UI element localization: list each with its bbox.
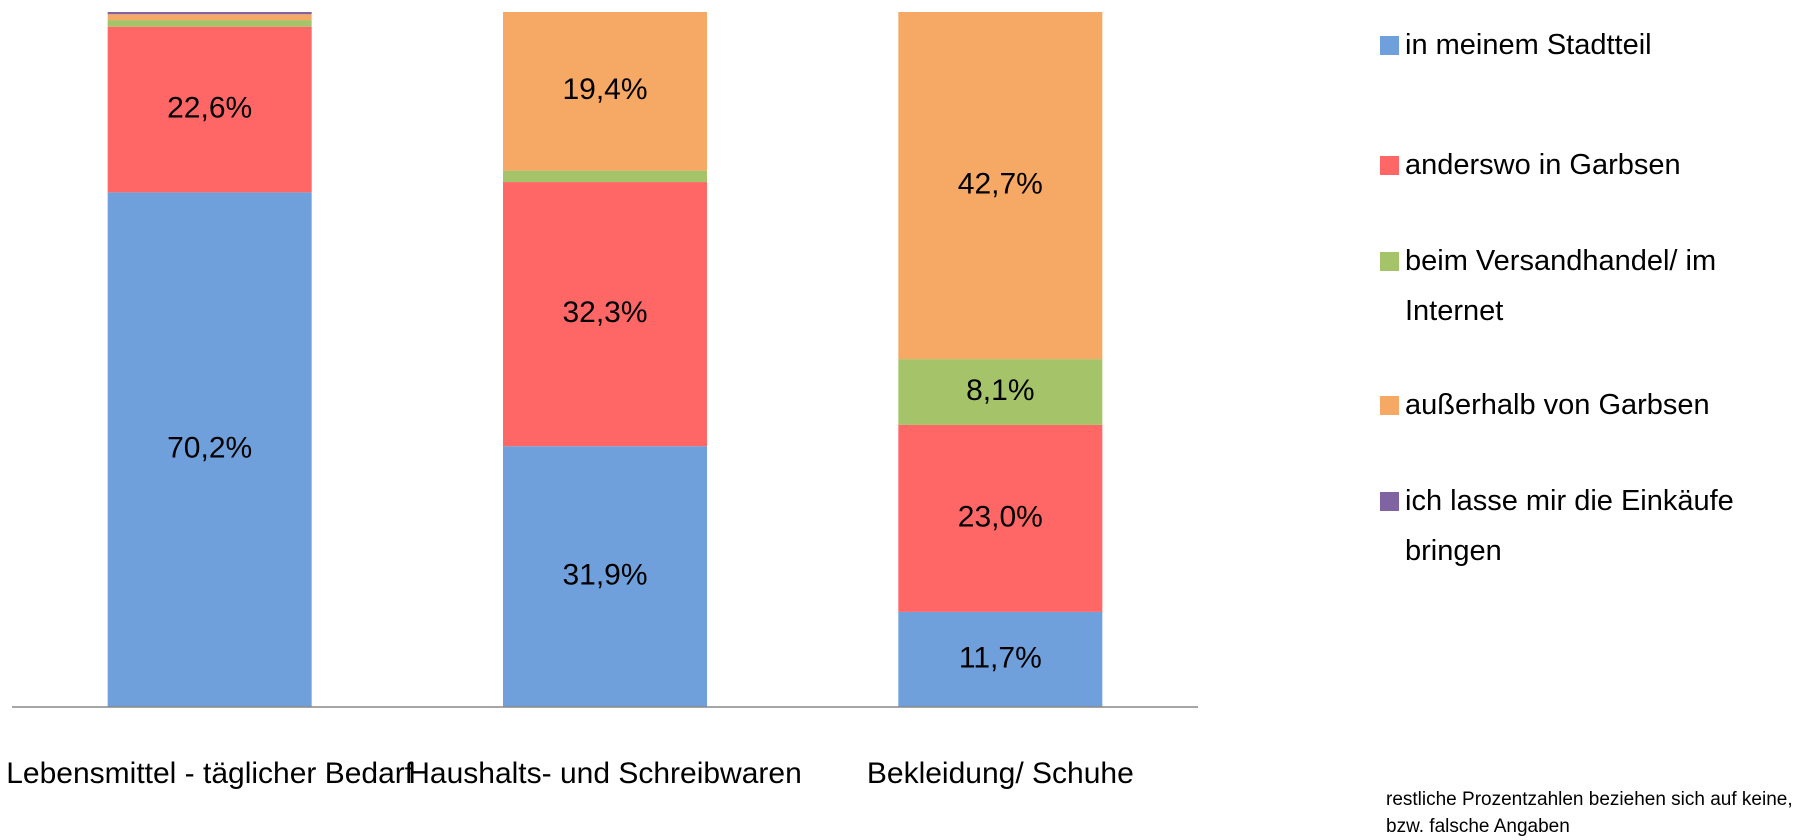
legend-label: anderswo in Garbsen	[1405, 149, 1681, 181]
legend-label: außerhalb von Garbsen	[1405, 389, 1710, 421]
data-label: 8,1%	[966, 374, 1034, 407]
bar-segment	[503, 170, 707, 183]
legend-label: beim Versandhandel/ im Internet	[1405, 245, 1717, 327]
x-tick-label: Bekleidung/ Schuhe	[866, 757, 1134, 790]
legend-swatch	[1380, 156, 1399, 175]
note: restliche Prozentzahlen beziehen sich au…	[1386, 789, 1793, 837]
data-label: 31,9%	[562, 559, 647, 592]
bar-segment	[898, 611, 1103, 707]
bar-segment	[898, 12, 1103, 360]
data-label: 42,7%	[958, 167, 1043, 200]
x-tick-label: Lebensmittel - täglicher Bedarf	[6, 757, 414, 790]
bar-segment	[898, 424, 1103, 612]
legend-label: ich lasse mir die Einkäufe bringen	[1405, 485, 1734, 567]
legend-swatch	[1380, 492, 1399, 511]
bar-segment	[898, 359, 1103, 425]
data-label: 22,6%	[167, 91, 252, 124]
legend-entry: außerhalb von Garbsen	[1380, 380, 1805, 430]
bar-segment	[107, 20, 312, 27]
legend-label: in meinem Stadtteil	[1405, 29, 1652, 61]
bar-segment	[503, 446, 707, 707]
legend-swatch	[1380, 252, 1399, 271]
data-label: 32,3%	[562, 296, 647, 329]
bar-segment	[107, 26, 312, 193]
legend-entry: in meinem Stadtteil	[1380, 20, 1805, 70]
bar-segment	[503, 12, 707, 171]
legend-entry: anderswo in Garbsen	[1380, 140, 1805, 190]
x-tick-label: Haushalts- und Schreibwaren	[408, 757, 802, 790]
legend-swatch	[1380, 396, 1399, 415]
data-label: 11,7%	[959, 641, 1042, 674]
bar-segment	[107, 12, 312, 15]
data-label: 23,0%	[958, 500, 1043, 533]
data-label: 70,2%	[167, 432, 252, 465]
bar-segment	[107, 14, 312, 21]
data-label: 19,4%	[562, 73, 647, 106]
legend-entry: ich lasse mir die Einkäufe bringen	[1380, 476, 1805, 576]
bar-segment	[107, 192, 312, 708]
bar-segment	[503, 182, 707, 447]
legend-swatch	[1380, 36, 1399, 55]
legend-entry: beim Versandhandel/ im Internet	[1380, 236, 1805, 336]
